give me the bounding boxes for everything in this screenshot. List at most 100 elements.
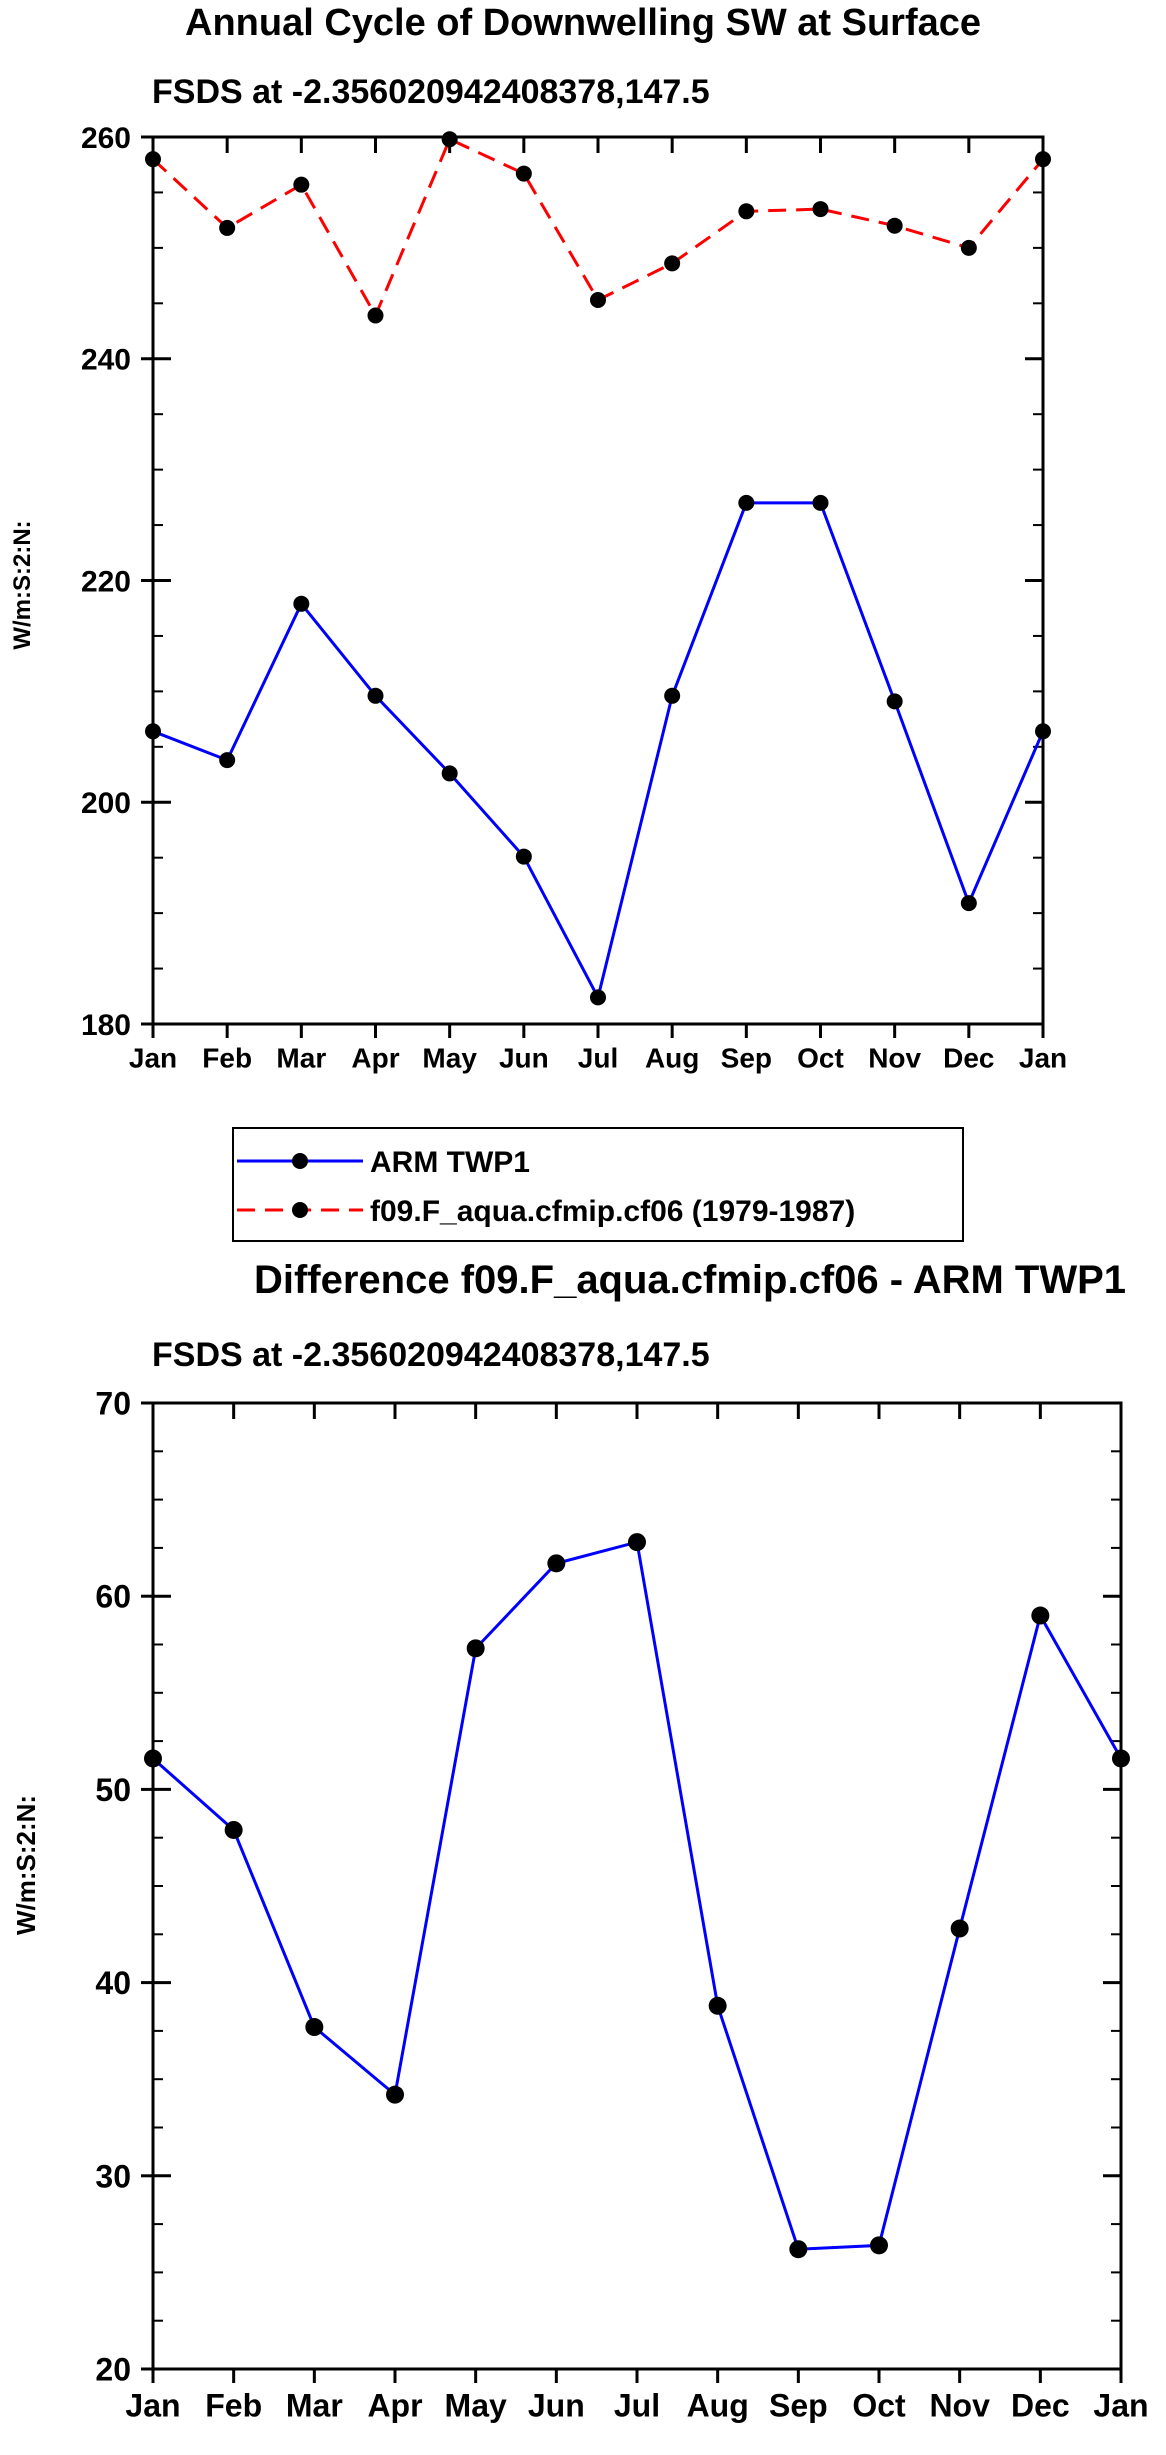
y-tick-label: 180 — [81, 1009, 131, 1042]
series-0-point — [960, 895, 977, 912]
x-tick-label: Sep — [721, 1042, 772, 1073]
y-tick-label: 260 — [81, 122, 131, 155]
chart-1-ylabel: W/m:S:2:N: — [9, 520, 36, 649]
x-tick-label: Jul — [578, 1042, 618, 1073]
legend-label-arm: ARM TWP1 — [370, 1146, 530, 1179]
series-1-point — [219, 219, 236, 236]
series-0-point — [466, 1639, 485, 1658]
series-0-point — [812, 494, 829, 511]
x-tick-label: Nov — [868, 1042, 921, 1073]
series-0-point — [789, 2240, 808, 2259]
series-0-point — [224, 1820, 243, 1839]
x-tick-label: Mar — [276, 1042, 326, 1073]
x-tick-label: Jun — [499, 1042, 549, 1073]
x-tick-label: Nov — [929, 2388, 990, 2424]
series-0-point — [1035, 723, 1051, 740]
chart-1-title: Annual Cycle of Downwelling SW at Surfac… — [185, 2, 981, 44]
series-1-point — [960, 239, 977, 256]
series-0-point — [305, 2018, 324, 2037]
chart-1-x-axis: Jan Feb Mar Apr May Jun Jul Aug Sep Oct Nov Dec Jan — [129, 137, 1067, 1073]
series-0-point — [145, 723, 161, 740]
chart-1-y-axis: 180 200 220 240 260 — [81, 122, 1043, 1042]
x-tick-label: Apr — [367, 2388, 422, 2424]
legend-marker-arm — [292, 1153, 308, 1169]
chart-2-subtitle: FSDS at -2.356020942408378,147.5 — [152, 1336, 710, 1374]
x-tick-label: May — [445, 2388, 507, 2424]
series-0-point — [293, 595, 310, 612]
series-1-point — [664, 255, 681, 272]
x-tick-label: May — [422, 1042, 477, 1073]
chart-1: Annual Cycle of Downwelling SW at Surfac… — [9, 2, 1067, 1242]
series-0-point — [386, 2085, 404, 2104]
series-0-point — [590, 989, 606, 1006]
series-0-point — [547, 1554, 566, 1573]
y-tick-label: 40 — [95, 1965, 131, 2001]
x-tick-label: Jan — [1019, 1042, 1067, 1073]
chart-2-ylabel: W/m:S:2:N: — [11, 1795, 41, 1935]
chart-2-y-axis: 20 30 40 50 60 70 — [95, 1386, 1121, 2388]
legend-marker-model — [292, 1202, 308, 1218]
series-1-point — [590, 291, 606, 308]
series-0-point — [441, 765, 458, 782]
chart-2-title: Difference f09.F_aqua.cfmip.cf06 - ARM T… — [254, 1258, 1126, 1302]
x-tick-label: Aug — [687, 2388, 749, 2424]
series-0-point — [886, 693, 903, 710]
series-1-point — [738, 203, 755, 220]
series-0-point — [1112, 1749, 1130, 1768]
legend-label-model: f09.F_aqua.cfmip.cf06 (1979-1987) — [370, 1195, 855, 1228]
series-0-point — [219, 752, 236, 769]
chart-2-series — [144, 1533, 1130, 2259]
x-tick-label: Jul — [614, 2388, 660, 2424]
chart-1-subtitle: FSDS at -2.356020942408378,147.5 — [152, 73, 710, 111]
series-0-point — [367, 687, 384, 704]
series-0-point — [708, 1996, 727, 2015]
series-1-point — [812, 201, 829, 218]
series-1-point — [441, 131, 458, 148]
x-tick-label: Jun — [528, 2388, 585, 2424]
y-tick-label: 60 — [95, 1579, 131, 1615]
series-0-point — [628, 1533, 646, 1552]
series-1-point — [145, 151, 161, 168]
series-0-point — [950, 1919, 969, 1938]
series-1-point — [515, 165, 532, 182]
series-1-point — [1035, 151, 1051, 168]
series-1-point — [367, 307, 384, 324]
x-tick-label: Mar — [286, 2388, 343, 2424]
x-tick-label: Apr — [351, 1042, 399, 1073]
series-0-point — [738, 494, 755, 511]
chart-1-legend: ARM TWP1 f09.F_aqua.cfmip.cf06 (1979-198… — [232, 1127, 964, 1242]
series-0-point — [1031, 1606, 1050, 1625]
x-tick-label: Jan — [129, 1042, 177, 1073]
x-tick-label: Sep — [769, 2388, 828, 2424]
x-tick-label: Oct — [797, 1042, 844, 1073]
chart-2-x-axis: Jan Feb Mar Apr May Jun Jul Aug Sep Oct Nov Dec Jan — [125, 1403, 1149, 2424]
series-line-1 — [151, 137, 1045, 319]
series-line-0 — [152, 501, 1045, 1002]
x-tick-label: Dec — [1011, 2388, 1070, 2424]
x-tick-label: Feb — [205, 2388, 262, 2424]
legend-box — [232, 1127, 964, 1242]
series-1-point — [293, 176, 310, 193]
x-tick-label: Jan — [125, 2388, 180, 2424]
y-tick-label: 240 — [81, 344, 131, 377]
x-tick-label: Feb — [202, 1042, 252, 1073]
y-tick-label: 30 — [95, 2158, 131, 2194]
chart-1-series — [145, 131, 1051, 1006]
y-tick-label: 20 — [95, 2352, 131, 2388]
chart-2: Difference f09.F_aqua.cfmip.cf06 - ARM T… — [11, 1258, 1149, 2424]
series-line-0 — [152, 1540, 1123, 2251]
y-tick-label: 200 — [81, 787, 131, 820]
chart-1-plot-frame — [151, 135, 1045, 1026]
x-tick-label: Jan — [1093, 2388, 1148, 2424]
x-tick-label: Dec — [943, 1042, 994, 1073]
series-0-point — [664, 687, 681, 704]
y-tick-label: 70 — [95, 1386, 131, 1422]
series-1-point — [886, 217, 903, 234]
y-tick-label: 220 — [81, 565, 131, 598]
x-tick-label: Aug — [645, 1042, 699, 1073]
series-0-point — [144, 1749, 162, 1768]
series-0-point — [870, 2236, 888, 2255]
series-0-point — [515, 848, 532, 865]
y-tick-label: 50 — [95, 1772, 131, 1808]
